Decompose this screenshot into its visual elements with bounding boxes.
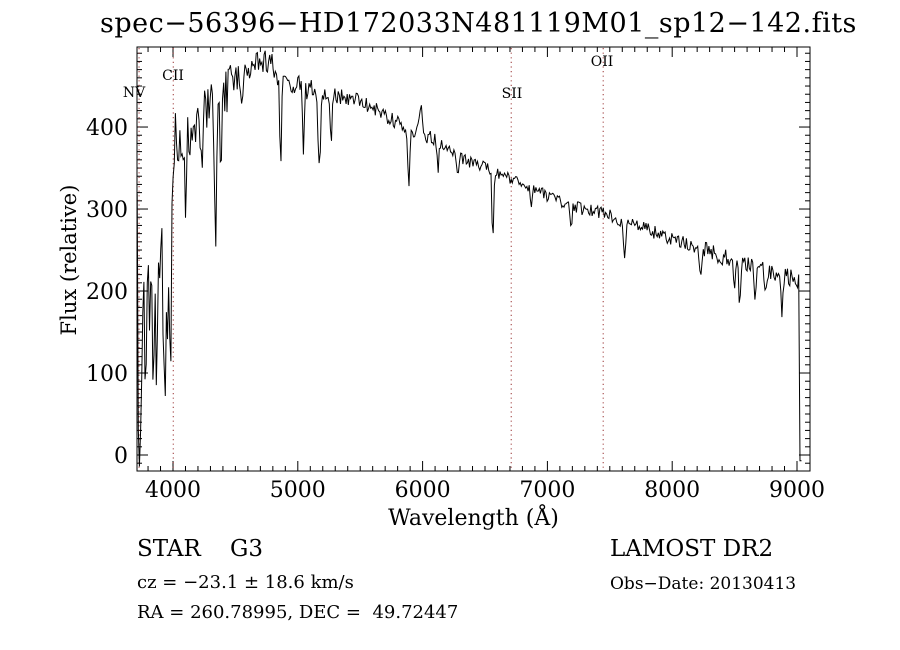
y-tick-label: 400: [86, 116, 128, 141]
plot-title: spec−56396−HD172033N481119M01_sp12−142.f…: [100, 8, 857, 39]
y-tick-label: 100: [86, 362, 128, 387]
spectral-line-label: OII: [591, 54, 614, 70]
spectrum-trace: [136, 50, 802, 467]
x-axis-label: Wavelength (Å): [388, 506, 559, 531]
x-tick-label: 5000: [270, 478, 326, 503]
obs-date-text: Obs−Date: 20130413: [610, 574, 797, 594]
y-tick-label: 0: [114, 444, 128, 469]
x-tick-label: 7000: [519, 478, 575, 503]
x-tick-label: 6000: [395, 478, 451, 503]
spectral-line-label: SII: [502, 86, 523, 102]
x-tick-label: 9000: [769, 478, 825, 503]
plot-frame: [136, 46, 811, 472]
y-tick-label: 200: [86, 280, 128, 305]
object-class-text: STAR G3: [137, 536, 264, 562]
ra-dec-text: RA = 260.78995, DEC = 49.72447: [137, 602, 459, 623]
x-tick-label: 8000: [644, 478, 700, 503]
spectral-line-label: NV: [123, 85, 146, 101]
spectral-line-label: CII: [162, 68, 184, 84]
survey-release-text: LAMOST DR2: [610, 536, 774, 562]
y-tick-label: 300: [86, 198, 128, 223]
x-tick-label: 4000: [145, 478, 201, 503]
radial-velocity-text: cz = −23.1 ± 18.6 km/s: [137, 572, 354, 593]
